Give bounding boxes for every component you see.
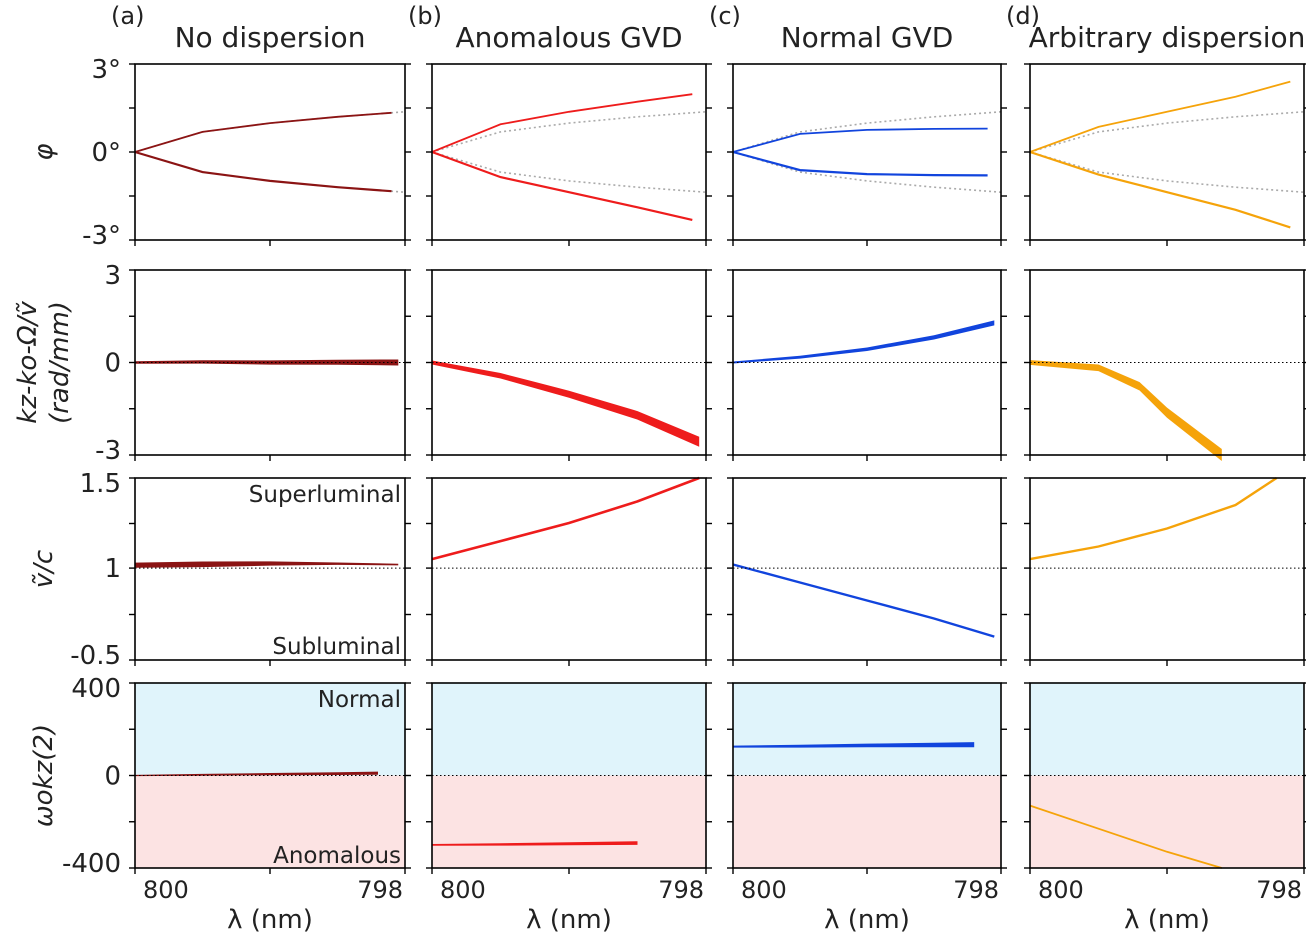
y-tick-label: 0° [91, 138, 121, 168]
series-phi-lower [134, 150, 392, 193]
reference-curve-upper [1029, 111, 1305, 153]
row-ylabel: φ [29, 143, 59, 160]
x-tick-label: 798 [658, 876, 704, 904]
x-tick-label: 800 [143, 876, 189, 904]
reference-curve-lower [431, 151, 707, 193]
series-phi-lower [732, 150, 988, 177]
anomalous-band [1030, 775, 1304, 868]
row-ylabel: (rad/mm) [45, 301, 75, 424]
series-k-ribbon [1030, 360, 1222, 461]
x-axis-label: λ (nm) [824, 905, 910, 935]
data-layer [134, 80, 1305, 869]
panel-letter: (c) [709, 2, 741, 30]
row-ylabel: ṽ/c [29, 550, 59, 588]
x-tick-label: 800 [1038, 876, 1084, 904]
x-tick-label: 800 [741, 876, 787, 904]
y-tick-label: -0.5 [70, 641, 121, 671]
y-tick-label: 3 [104, 261, 121, 291]
y-tick-label: 1.5 [80, 469, 121, 499]
x-tick-label: 798 [953, 876, 999, 904]
series-w-ribbon [733, 742, 975, 748]
series-v-line [1029, 476, 1278, 561]
x-tick-label: 798 [357, 876, 403, 904]
normal-band [733, 683, 1001, 776]
series-w-ribbon [432, 840, 638, 846]
x-tick-label: 798 [1256, 876, 1302, 904]
text-layer: (a) No dispersion (b) Anomalous GVD (c) Norma… [13, 2, 1305, 935]
y-tick-label: 3° [91, 55, 121, 85]
x-axis-label: λ (nm) [526, 905, 612, 935]
x-axis-label: λ (nm) [1124, 905, 1210, 935]
series-phi-upper [1029, 80, 1291, 153]
axes-frame [1029, 63, 1305, 241]
axes-frame [732, 477, 1002, 661]
anomalous-label: Anomalous [273, 843, 401, 869]
reference-curve-lower [1029, 151, 1305, 193]
series-v-line [732, 563, 995, 638]
normal-band [432, 683, 706, 776]
y-tick-label: 400 [71, 674, 121, 704]
row-ylabel: kz-ko-Ω/ṽ [13, 301, 43, 424]
anomalous-band [733, 775, 1001, 868]
band-layer [135, 683, 1304, 868]
column-title: Arbitrary dispersion [1029, 21, 1306, 54]
x-axis-label: λ (nm) [227, 905, 313, 935]
anomalous-band [135, 775, 405, 868]
y-tick-label: 0 [104, 349, 121, 379]
panel-letter: (d) [1006, 2, 1040, 30]
normal-band [1030, 683, 1304, 776]
normal-band [135, 683, 405, 776]
y-tick-label: -400 [62, 849, 121, 879]
series-phi-upper [134, 111, 392, 153]
series-w-ribbon [135, 771, 378, 777]
axes-layer [129, 63, 1306, 874]
y-tick-label: 1 [104, 554, 121, 584]
series-v-ribbon [135, 561, 399, 568]
series-phi-lower [431, 150, 693, 221]
axes-frame [431, 477, 707, 661]
anomalous-band [432, 775, 706, 868]
series-phi-upper [431, 93, 693, 153]
series-w-line [1029, 804, 1223, 869]
y-tick-label: -3 [95, 436, 121, 466]
normal-label: Normal [318, 687, 401, 713]
column-title: Anomalous GVD [455, 21, 682, 54]
column-title: Normal GVD [781, 21, 954, 54]
series-v-line [431, 476, 700, 561]
row-ylabel: ωokz(2) [29, 724, 59, 827]
axes-frame [732, 63, 1002, 241]
reference-curve-upper [732, 111, 1002, 153]
reference-curve-upper [431, 111, 707, 153]
axes-frame [134, 63, 406, 241]
y-tick-label: 0 [104, 762, 121, 792]
reference-curve-lower [134, 151, 406, 193]
series-phi-upper [732, 127, 988, 153]
series-k-ribbon [432, 360, 700, 447]
x-tick-label: 800 [440, 876, 486, 904]
reference-curve-lower [732, 151, 1002, 193]
panel-letter: (b) [408, 2, 442, 30]
y-tick-label: -3° [82, 221, 121, 251]
series-k-ribbon [135, 359, 399, 366]
series-phi-lower [1029, 150, 1291, 229]
subluminal-label: Subluminal [272, 634, 401, 660]
superluminal-label: Superluminal [249, 482, 401, 508]
panel-letter: (a) [111, 2, 144, 30]
series-k-ribbon [733, 320, 995, 364]
axes-frame [1029, 477, 1305, 661]
reference-curve-upper [134, 111, 406, 153]
column-title: No dispersion [175, 21, 366, 54]
